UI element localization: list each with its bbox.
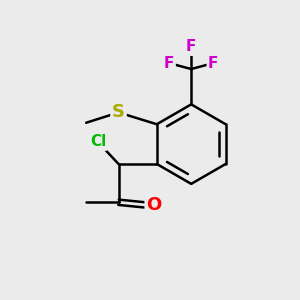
Text: S: S [112, 103, 125, 122]
Text: F: F [186, 39, 196, 54]
Text: F: F [208, 56, 218, 70]
Text: Cl: Cl [90, 134, 106, 149]
Text: F: F [164, 56, 174, 70]
Text: O: O [146, 196, 161, 214]
